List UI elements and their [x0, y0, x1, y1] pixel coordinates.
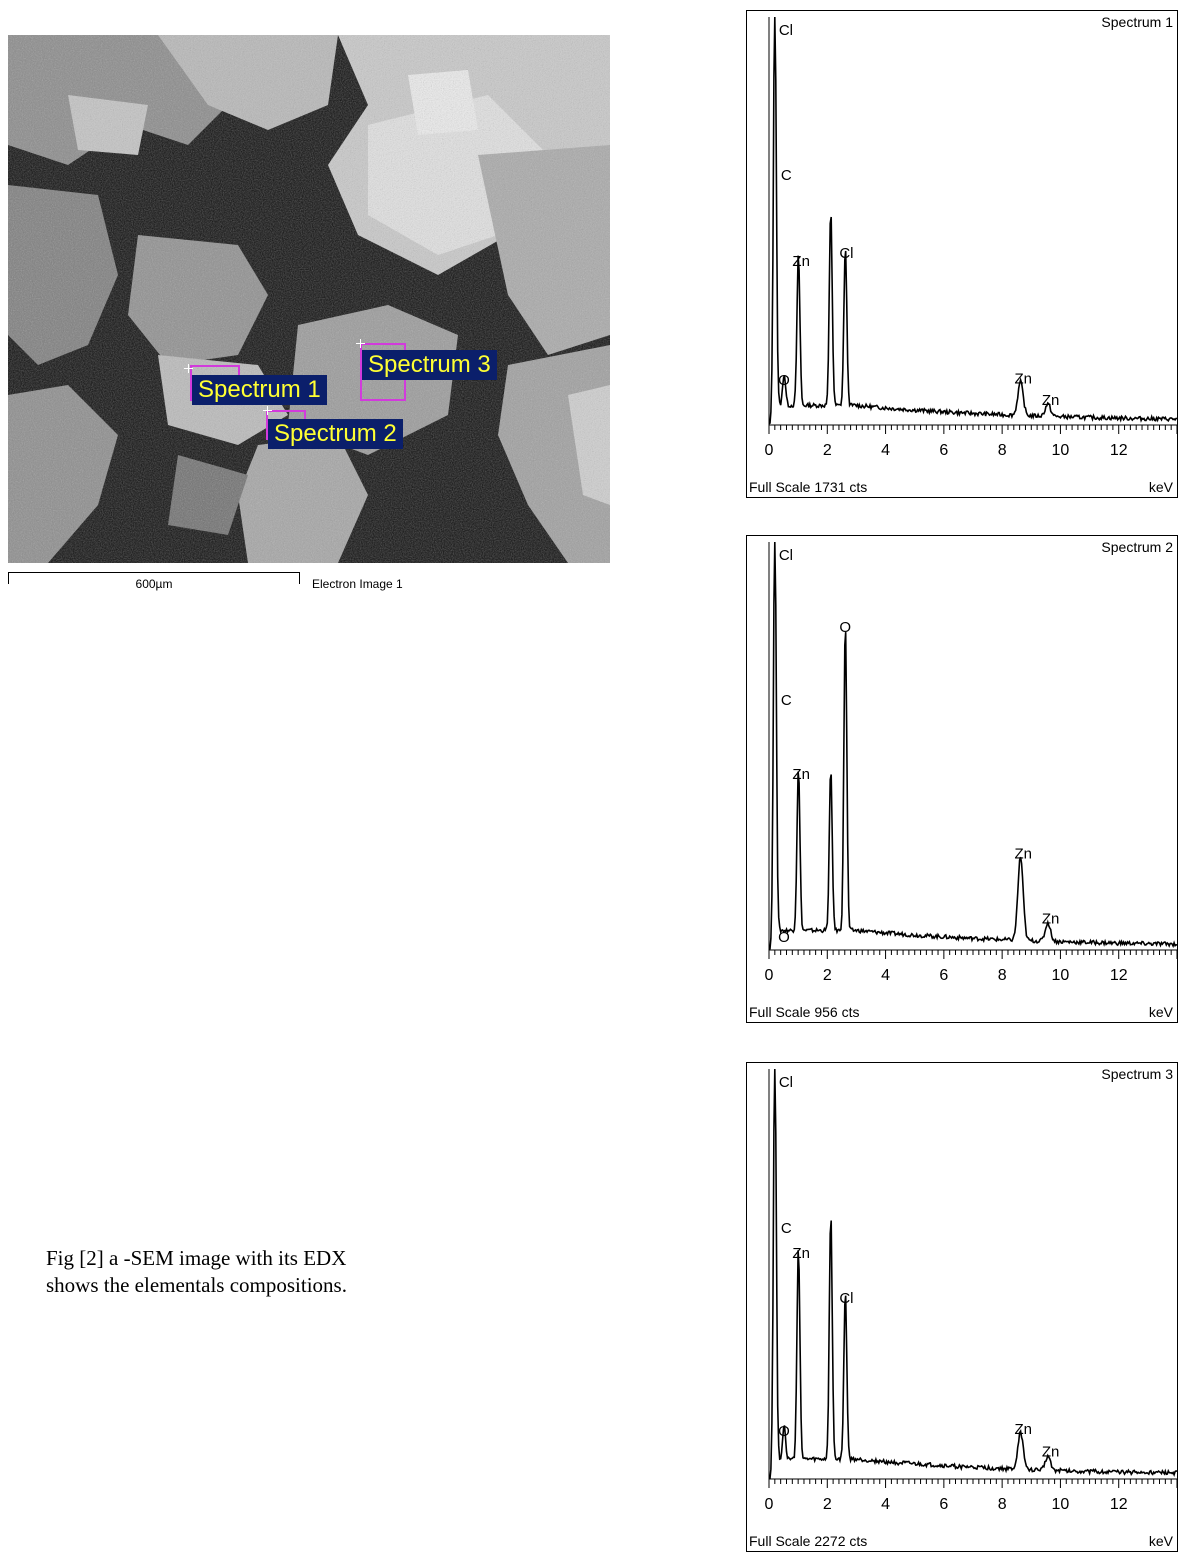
spectrum-trace: [768, 541, 1178, 951]
x-tick-label: 4: [881, 442, 890, 459]
sem-image: Spectrum 1 Spectrum 2 Spectrum 3: [8, 35, 610, 563]
peak-label: C: [781, 692, 792, 709]
peak-label: Zn: [792, 766, 810, 783]
spectrum-2-title: Spectrum 2: [1101, 539, 1173, 555]
spectrum-2-label: Spectrum 2: [268, 419, 403, 449]
peak-label: Cl: [779, 22, 793, 39]
edx-spectrum-1-panel: 0 2 4 6 8 10 12 Cl C O Zn Cl Zn Zn Spectrum 1 Full Sc…: [746, 10, 1178, 498]
x-tick-label: 0: [765, 1496, 774, 1513]
x-tick-label: 12: [1110, 1496, 1128, 1513]
figure-caption: Fig [2] a -SEM image with its EDX shows …: [46, 1245, 466, 1299]
peak-label: O: [778, 372, 790, 389]
x-tick-label: 6: [939, 967, 948, 984]
peak-label: C: [781, 1220, 792, 1237]
spectrum-3-x-unit: keV: [1148, 1533, 1173, 1549]
x-tick-label: 6: [939, 1496, 948, 1513]
x-tick-label: 10: [1052, 1496, 1070, 1513]
peak-label: Zn: [1042, 392, 1060, 409]
peak-label: Cl: [839, 1290, 853, 1307]
peak-label: Cl: [779, 1074, 793, 1091]
peak-label: Zn: [1042, 911, 1060, 928]
spectrum-1-full-scale: Full Scale 1731 cts: [749, 479, 868, 495]
peak-label: Zn: [1042, 1444, 1060, 1461]
x-tick-label: 0: [765, 967, 774, 984]
peak-label: Zn: [792, 253, 810, 270]
x-tick-label: 4: [881, 967, 890, 984]
edx-spectrum-2-panel: 0 2 4 6 8 10 12 Cl C O Zn O Zn Zn Spectrum 2 Full Sca…: [746, 535, 1178, 1023]
edx-spectrum-3-chart: 0 2 4 6 8 10 12 Cl C O Zn Cl Zn Zn: [765, 1068, 1178, 1513]
spectrum-3-title: Spectrum 3: [1101, 1066, 1173, 1082]
x-tick-label: 2: [823, 442, 832, 459]
scale-bar: [8, 572, 300, 584]
x-tick-label: 12: [1110, 967, 1128, 984]
caption-line-1: Fig [2] a -SEM image with its EDX: [46, 1246, 347, 1270]
x-tick-label: 4: [881, 1496, 890, 1513]
spectrum-3-label: Spectrum 3: [362, 350, 497, 380]
spectrum-trace: [768, 16, 1178, 425]
scale-bar-label: 600µm: [135, 577, 173, 591]
peak-label: O: [839, 619, 851, 636]
electron-image-label: Electron Image 1: [312, 577, 403, 591]
peak-label: Zn: [792, 1245, 810, 1262]
peak-label: O: [778, 1423, 790, 1440]
peak-label: Zn: [1015, 845, 1033, 862]
edx-spectrum-3-panel: 0 2 4 6 8 10 12 Cl C O Zn Cl Zn Zn Spectrum 3 Full Sc…: [746, 1062, 1178, 1552]
peak-label: Zn: [1015, 1421, 1033, 1438]
peak-label: Zn: [1015, 371, 1033, 388]
spectrum-1-label: Spectrum 1: [192, 375, 327, 405]
spectrum-trace: [768, 1068, 1178, 1480]
x-tick-label: 8: [998, 1496, 1007, 1513]
edx-spectrum-2-chart: 0 2 4 6 8 10 12 Cl C O Zn O Zn Zn: [765, 541, 1178, 984]
x-tick-label: 2: [823, 967, 832, 984]
spectrum-1-x-unit: keV: [1148, 479, 1173, 495]
peak-label: Cl: [839, 245, 853, 262]
x-tick-label: 10: [1052, 967, 1070, 984]
spectrum-2-crosshair: [263, 406, 272, 415]
peak-label: O: [778, 929, 790, 946]
caption-line-2: shows the elementals compositions.: [46, 1273, 347, 1297]
x-tick-label: 8: [998, 442, 1007, 459]
x-tick-label: 8: [998, 967, 1007, 984]
x-tick-label: 10: [1052, 442, 1070, 459]
spectrum-1-title: Spectrum 1: [1101, 14, 1173, 30]
x-tick-label: 6: [939, 442, 948, 459]
spectrum-2-full-scale: Full Scale 956 cts: [749, 1004, 860, 1020]
peak-label: Cl: [779, 547, 793, 564]
spectrum-3-crosshair: [356, 339, 365, 348]
x-tick-label: 12: [1110, 442, 1128, 459]
edx-spectrum-1-chart: 0 2 4 6 8 10 12 Cl C O Zn Cl Zn Zn: [765, 16, 1178, 459]
spectrum-3-full-scale: Full Scale 2272 cts: [749, 1533, 868, 1549]
spectrum-1-crosshair: [184, 364, 193, 373]
x-tick-label: 2: [823, 1496, 832, 1513]
x-tick-label: 0: [765, 442, 774, 459]
sem-micrograph-texture: [8, 35, 610, 563]
spectrum-2-x-unit: keV: [1148, 1004, 1173, 1020]
peak-label: C: [781, 167, 792, 184]
